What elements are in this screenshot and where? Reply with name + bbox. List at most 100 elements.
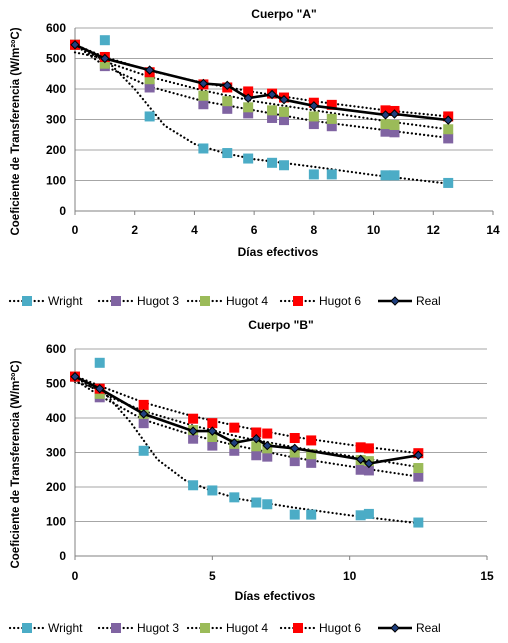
legend-label: Hugot 4 — [226, 294, 268, 308]
data-point — [198, 90, 209, 101]
legend-item: Wright — [8, 621, 83, 635]
x-tick-label: 0 — [72, 569, 79, 583]
y-tick-label: 400 — [46, 82, 66, 96]
series-trend-line — [73, 43, 450, 131]
legend-item: Hugot 3 — [97, 294, 179, 308]
legend: Wright Hugot 3 Hugot 4 Hugot 6 Real — [8, 294, 441, 308]
data-point — [289, 456, 300, 467]
data-point — [207, 485, 218, 496]
legend-marker — [200, 623, 210, 633]
chart-title: Cuerpo "A" — [251, 7, 316, 21]
data-point — [262, 499, 273, 510]
data-point — [308, 111, 319, 122]
series-real — [70, 40, 453, 125]
legend-marker — [390, 623, 400, 633]
y-tick-label: 0 — [59, 549, 66, 563]
data-point — [443, 177, 454, 188]
x-tick-label: 6 — [251, 223, 258, 237]
data-point — [144, 82, 155, 93]
legend-label: Hugot 6 — [319, 621, 361, 635]
legend-marker — [200, 296, 210, 306]
data-point — [355, 464, 366, 475]
data-point — [306, 449, 317, 460]
data-point — [198, 78, 209, 89]
y-tick-label: 600 — [46, 342, 66, 356]
data-point — [443, 115, 453, 125]
data-point — [363, 508, 374, 519]
y-axis-label: Coeficiente de Transferencia (W/m²ºC) — [10, 360, 22, 568]
data-point — [267, 89, 277, 100]
data-point — [251, 427, 262, 438]
x-tick-label: 4 — [191, 223, 198, 237]
y-tick-label: 400 — [46, 411, 66, 425]
data-point — [364, 458, 374, 469]
data-point — [95, 383, 105, 394]
data-point — [279, 160, 289, 171]
data-point — [198, 143, 209, 154]
data-point — [207, 426, 218, 436]
data-point — [251, 450, 262, 461]
legend-item: Wright — [8, 294, 83, 308]
data-point — [251, 441, 262, 452]
data-point — [94, 388, 105, 399]
data-point — [229, 445, 240, 456]
x-tick-label: 15 — [480, 569, 494, 583]
x-tick-label: 2 — [131, 223, 138, 237]
data-point — [267, 105, 278, 116]
data-point — [443, 124, 454, 135]
y-tick-label: 200 — [46, 480, 66, 494]
legend-item: Hugot 4 — [186, 621, 268, 635]
data-point — [243, 102, 254, 113]
data-point — [222, 148, 233, 159]
data-point — [188, 480, 199, 491]
data-point — [262, 428, 273, 439]
legend-marker — [22, 296, 32, 306]
data-point — [279, 94, 289, 105]
data-point — [413, 450, 424, 460]
data-point — [380, 126, 391, 137]
data-point — [290, 443, 300, 454]
data-point — [326, 99, 337, 110]
y-axis-label: Coeficiente de Transferencia (W/m²ºC) — [10, 27, 22, 235]
data-point — [138, 409, 149, 419]
chart-panel-2: Cuerpo "B" 0 100 200 300 400 500 600 0 5 10 15 Días … — [8, 318, 494, 635]
legend-label: Real — [416, 621, 441, 635]
x-tick-label: 14 — [486, 223, 500, 237]
y-tick-label: 600 — [46, 21, 66, 35]
data-point — [138, 418, 149, 429]
data-point — [70, 40, 80, 50]
series-trend-line — [73, 380, 420, 525]
data-point — [222, 80, 232, 91]
data-point — [413, 471, 424, 482]
legend-item: Hugot 3 — [97, 621, 179, 635]
data-point — [207, 431, 218, 442]
data-point — [389, 170, 400, 181]
legend-label: Wright — [48, 621, 83, 635]
data-point — [207, 440, 218, 451]
y-tick-label: 200 — [46, 143, 66, 157]
series-real — [70, 371, 424, 469]
x-axis-label: Días efectivos — [238, 245, 319, 259]
data-point — [389, 119, 400, 130]
x-tick-label: 10 — [343, 569, 357, 583]
legend-item: Hugot 6 — [279, 294, 361, 308]
data-point — [267, 112, 278, 123]
data-point — [308, 119, 319, 130]
series-hugot-4 — [70, 371, 424, 474]
y-tick-label: 300 — [46, 113, 66, 127]
legend-marker — [111, 296, 121, 306]
legend-item: Real — [378, 294, 441, 308]
series-wright — [70, 357, 424, 528]
x-tick-label: 10 — [367, 223, 381, 237]
data-point — [380, 110, 391, 120]
series-hugot-4 — [70, 39, 454, 135]
data-point — [309, 101, 319, 111]
legend-label: Real — [416, 294, 441, 308]
data-point — [308, 169, 319, 180]
legend-marker — [111, 623, 121, 633]
legend-label: Hugot 3 — [137, 621, 179, 635]
data-point — [188, 426, 198, 436]
data-point — [289, 433, 300, 444]
data-point — [363, 443, 374, 454]
data-point — [289, 509, 300, 520]
